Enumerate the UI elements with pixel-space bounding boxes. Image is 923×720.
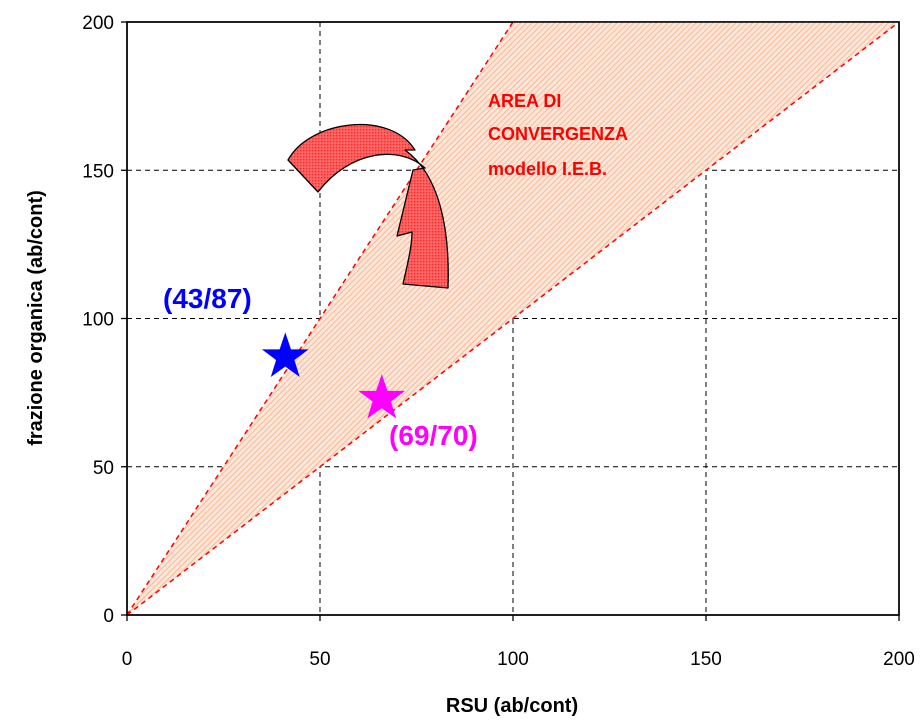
area-label-line-3: modello I.E.B. bbox=[488, 159, 607, 179]
x-axis-ticks: 0 50 100 150 200 bbox=[122, 615, 915, 670]
convergence-area-label: AREA DI CONVERGENZA modello I.E.B. bbox=[488, 91, 628, 179]
curved-arrow-icon bbox=[287, 123, 449, 289]
data-points bbox=[261, 332, 406, 419]
convergence-boundary-line bbox=[126, 21, 900, 616]
data-point-star-1 bbox=[261, 332, 309, 377]
x-tick-label: 0 bbox=[122, 649, 133, 670]
x-tick-label: 50 bbox=[309, 649, 330, 670]
x-tick-label: 150 bbox=[690, 649, 722, 670]
x-axis-title: RSU (ab/cont) bbox=[446, 695, 578, 717]
area-label-line-1: AREA DI bbox=[488, 91, 561, 111]
area-label-line-2: CONVERGENZA bbox=[488, 124, 628, 144]
convergence-boundaries bbox=[126, 21, 900, 616]
y-axis-ticks: 0 50 100 150 200 bbox=[82, 13, 127, 627]
y-tick-label: 50 bbox=[93, 458, 114, 479]
y-tick-label: 100 bbox=[82, 310, 114, 331]
data-point-star-2 bbox=[358, 374, 406, 419]
y-tick-label: 150 bbox=[82, 161, 114, 182]
y-axis-title: frazione organica (ab/cont) bbox=[25, 190, 47, 446]
point-label-1: (43/87) bbox=[163, 283, 252, 314]
convergence-boundary-line bbox=[126, 21, 514, 616]
y-tick-label: 200 bbox=[82, 13, 114, 34]
point-label-2: (69/70) bbox=[389, 420, 478, 451]
y-tick-label: 0 bbox=[103, 606, 114, 627]
x-tick-label: 100 bbox=[497, 649, 529, 670]
x-tick-label: 200 bbox=[883, 649, 915, 670]
